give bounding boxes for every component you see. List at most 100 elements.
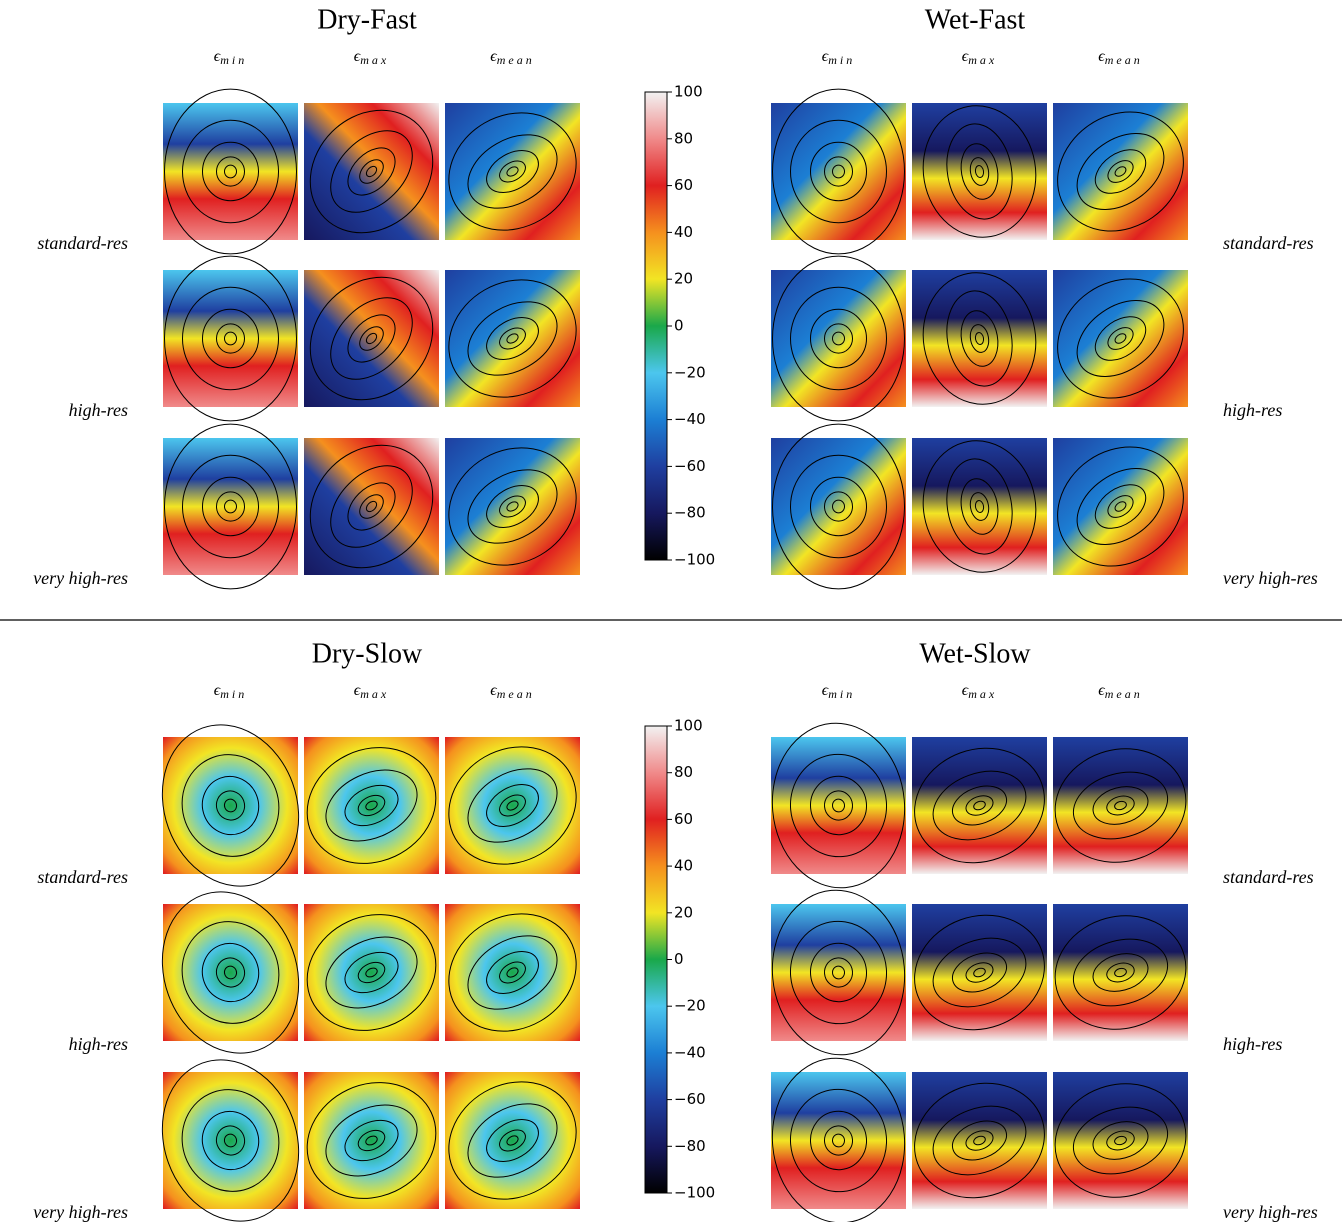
contour bbox=[164, 423, 297, 590]
map-panel bbox=[771, 1072, 906, 1209]
contour bbox=[215, 957, 246, 988]
map-panel bbox=[771, 103, 906, 240]
contour bbox=[201, 942, 260, 1003]
colorbar-tick-label: 20 bbox=[674, 903, 693, 921]
contour bbox=[306, 1082, 437, 1199]
contour bbox=[181, 1089, 280, 1192]
map-panel bbox=[1053, 438, 1188, 575]
map-panel bbox=[912, 438, 1047, 575]
contour bbox=[325, 769, 418, 842]
column-label: ϵmin bbox=[822, 48, 855, 67]
contour bbox=[1107, 160, 1134, 183]
contour bbox=[182, 286, 279, 391]
contour bbox=[1092, 953, 1149, 992]
contour bbox=[325, 936, 418, 1009]
contour bbox=[1057, 446, 1184, 567]
contour bbox=[506, 501, 519, 512]
contour bbox=[973, 800, 986, 811]
column-symbol: ϵ bbox=[1098, 682, 1105, 699]
contour bbox=[499, 961, 526, 984]
contour bbox=[357, 1129, 386, 1152]
column-symbol: ϵ bbox=[962, 682, 969, 699]
contour bbox=[1094, 484, 1147, 529]
colorbar-tick-label: 60 bbox=[674, 176, 693, 194]
map-panel bbox=[163, 438, 298, 575]
row-label: very high-res bbox=[1223, 568, 1318, 588]
colorbar-tick-label: 100 bbox=[674, 83, 703, 101]
contour bbox=[914, 914, 1045, 1031]
column-label: ϵmean bbox=[1098, 48, 1142, 67]
contour bbox=[448, 913, 577, 1032]
contour bbox=[215, 790, 246, 821]
column-subscript: max bbox=[360, 53, 389, 67]
contour bbox=[161, 891, 300, 1054]
contour bbox=[467, 134, 558, 209]
column-subscript: mean bbox=[1105, 687, 1143, 701]
contour bbox=[1106, 962, 1135, 983]
column-symbol: ϵ bbox=[1098, 48, 1105, 65]
contour bbox=[365, 165, 378, 178]
contour bbox=[960, 478, 999, 535]
map-panel bbox=[771, 737, 906, 874]
contour bbox=[344, 784, 399, 827]
contour bbox=[216, 156, 245, 187]
contour bbox=[946, 458, 1013, 555]
column-label: ϵmax bbox=[962, 48, 997, 67]
contour bbox=[831, 798, 846, 813]
contour bbox=[771, 889, 906, 1056]
contour bbox=[499, 160, 526, 183]
contour bbox=[1054, 915, 1187, 1030]
contour bbox=[772, 88, 905, 255]
contour bbox=[201, 775, 260, 836]
colorbar-tick-label: 40 bbox=[674, 223, 693, 241]
contour bbox=[932, 1105, 1027, 1176]
contour bbox=[161, 1059, 300, 1222]
contour bbox=[365, 500, 378, 513]
colorbar-tick-label: 80 bbox=[674, 129, 693, 147]
contour bbox=[223, 1133, 238, 1148]
contour bbox=[309, 444, 434, 569]
column-label: ϵmean bbox=[1098, 682, 1142, 701]
map-panel bbox=[304, 904, 439, 1041]
map-panel bbox=[912, 270, 1047, 407]
column-symbol: ϵ bbox=[822, 682, 829, 699]
contour bbox=[951, 952, 1008, 993]
contour bbox=[499, 794, 526, 817]
map-panel bbox=[912, 904, 1047, 1041]
contour bbox=[182, 119, 279, 224]
contour bbox=[922, 440, 1037, 573]
contour bbox=[832, 164, 845, 179]
contour bbox=[790, 454, 887, 559]
map-panel bbox=[1053, 103, 1188, 240]
contour bbox=[309, 109, 434, 234]
contour bbox=[1107, 495, 1134, 518]
contour bbox=[309, 276, 434, 401]
contour bbox=[201, 1110, 260, 1171]
column-subscript: mean bbox=[1105, 53, 1143, 67]
contour bbox=[922, 272, 1037, 405]
contour bbox=[223, 798, 238, 813]
contour bbox=[1092, 786, 1149, 825]
contour bbox=[1057, 278, 1184, 399]
contour bbox=[467, 1103, 558, 1178]
contour bbox=[824, 323, 853, 354]
contour bbox=[974, 165, 985, 178]
contour bbox=[216, 323, 245, 354]
map-panel bbox=[1053, 737, 1188, 874]
contour bbox=[161, 724, 300, 887]
contour bbox=[946, 290, 1013, 387]
column-symbol: ϵ bbox=[962, 48, 969, 65]
map-panel bbox=[304, 1072, 439, 1209]
contour bbox=[182, 454, 279, 559]
map-panel bbox=[445, 904, 580, 1041]
row-label: high-res bbox=[69, 1034, 128, 1054]
contour bbox=[810, 308, 867, 369]
map-panel bbox=[771, 438, 906, 575]
map-panel bbox=[912, 1072, 1047, 1209]
row-label: very high-res bbox=[1223, 1202, 1318, 1222]
row-label: very high-res bbox=[33, 568, 128, 588]
contour bbox=[932, 937, 1027, 1008]
contour bbox=[790, 119, 887, 224]
contour bbox=[357, 961, 386, 984]
